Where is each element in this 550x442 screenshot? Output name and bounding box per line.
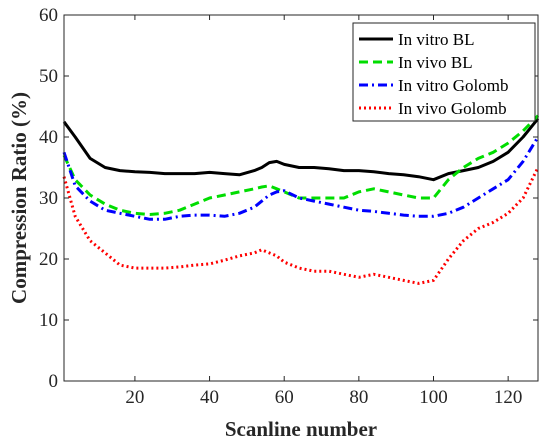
y-axis-ticks: 0 10 20 30 40 50 60: [39, 5, 538, 392]
y-tick-label: 0: [49, 371, 59, 392]
x-tick-label: 100: [419, 387, 448, 408]
x-tick-label: 80: [349, 387, 368, 408]
series-line-in-vitro-bl: [62, 117, 540, 182]
series-line-in-vivo-golomb: [62, 166, 540, 285]
legend-label-in-vitro-golomb: In vitro Golomb: [398, 76, 509, 95]
y-tick-label: 50: [39, 66, 58, 87]
y-tick-label: 20: [39, 249, 58, 270]
x-axis-title: Scanline number: [225, 417, 377, 441]
legend-label-in-vivo-bl: In vivo BL: [398, 53, 473, 72]
y-tick-label: 10: [39, 310, 58, 331]
series-line-in-vitro-golomb: [62, 136, 540, 221]
x-tick-label: 120: [494, 387, 523, 408]
x-tick-label: 20: [125, 387, 144, 408]
legend-label-in-vivo-golomb: In vivo Golomb: [398, 99, 507, 118]
series-lines: [62, 114, 540, 285]
x-tick-label: 60: [275, 387, 294, 408]
x-tick-label: 40: [200, 387, 219, 408]
series-line-in-vivo-bl: [62, 114, 540, 216]
x-axis-ticks: 20 40 60 80 100 120: [125, 15, 522, 408]
legend: In vitro BL In vivo BL In vitro Golomb In v…: [352, 22, 536, 122]
y-axis-title: Compression Ratio (%): [7, 92, 31, 304]
y-tick-label: 40: [39, 127, 58, 148]
legend-label-in-vitro-bl: In vitro BL: [398, 30, 475, 49]
y-tick-label: 60: [39, 5, 58, 26]
y-tick-label: 30: [39, 188, 58, 209]
